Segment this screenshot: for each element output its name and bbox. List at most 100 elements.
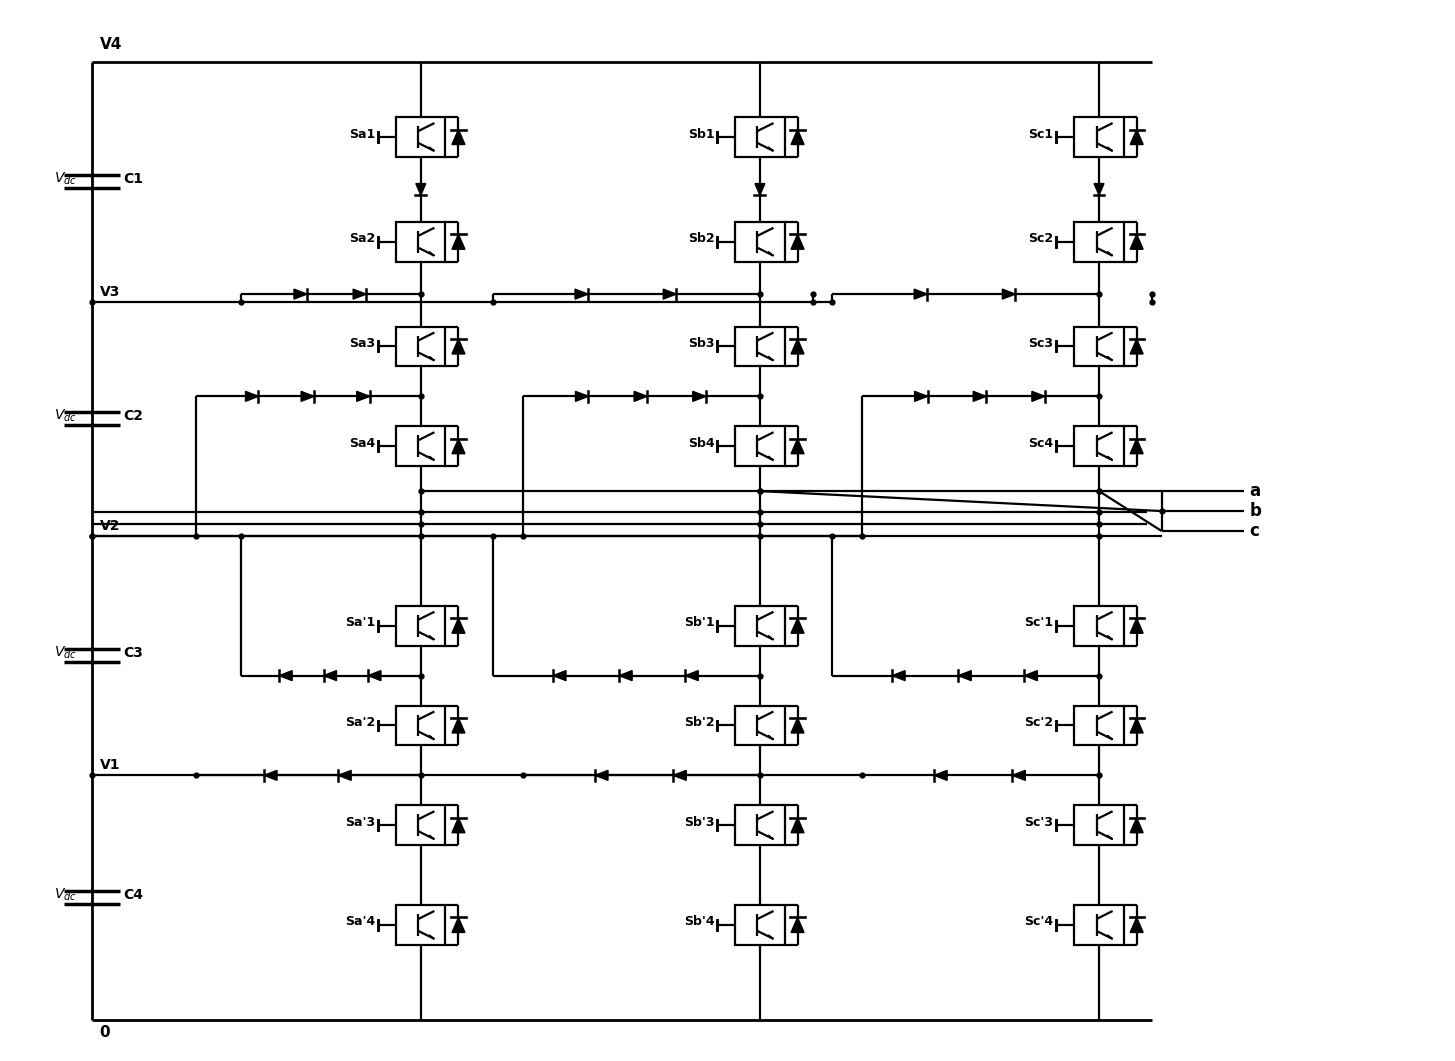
Text: C2: C2	[124, 408, 144, 422]
Text: $V_{dc}$: $V_{dc}$	[54, 644, 77, 661]
Text: b: b	[1250, 502, 1261, 520]
Text: C4: C4	[124, 888, 144, 902]
Polygon shape	[768, 356, 774, 361]
Polygon shape	[1002, 290, 1016, 299]
Polygon shape	[263, 770, 276, 780]
Polygon shape	[575, 290, 588, 299]
Text: Sc4: Sc4	[1029, 437, 1053, 450]
Polygon shape	[453, 619, 466, 633]
Polygon shape	[792, 918, 805, 933]
Polygon shape	[1107, 456, 1113, 460]
Text: Sb3: Sb3	[688, 337, 714, 350]
Polygon shape	[553, 671, 566, 680]
Text: V4: V4	[99, 37, 122, 52]
Polygon shape	[416, 184, 426, 195]
Polygon shape	[1107, 356, 1113, 361]
Polygon shape	[453, 129, 466, 144]
Polygon shape	[1013, 770, 1026, 780]
Polygon shape	[755, 184, 765, 195]
Text: Sa'3: Sa'3	[345, 816, 375, 829]
Bar	[1074, 327, 1123, 366]
Bar	[396, 805, 445, 846]
Text: Sb4: Sb4	[688, 437, 714, 450]
Polygon shape	[620, 671, 631, 680]
Polygon shape	[693, 392, 706, 401]
Polygon shape	[1131, 619, 1144, 633]
Polygon shape	[1131, 234, 1144, 249]
Polygon shape	[768, 636, 774, 640]
Text: Sa'4: Sa'4	[345, 916, 375, 928]
Polygon shape	[792, 340, 805, 354]
Bar	[1074, 606, 1123, 646]
Polygon shape	[429, 935, 435, 939]
Text: Sb2: Sb2	[688, 232, 714, 245]
Polygon shape	[634, 392, 647, 401]
Polygon shape	[1094, 184, 1104, 195]
Polygon shape	[354, 290, 367, 299]
Polygon shape	[453, 818, 466, 833]
Polygon shape	[368, 671, 381, 680]
Polygon shape	[429, 636, 435, 640]
Bar	[735, 606, 784, 646]
Polygon shape	[674, 770, 687, 780]
Text: Sa'1: Sa'1	[345, 616, 375, 629]
Bar	[735, 117, 784, 157]
Polygon shape	[453, 234, 466, 249]
Bar	[396, 427, 445, 466]
Text: Sc1: Sc1	[1029, 127, 1053, 140]
Polygon shape	[959, 671, 972, 680]
Polygon shape	[792, 619, 805, 633]
Polygon shape	[768, 835, 774, 839]
Polygon shape	[279, 671, 292, 680]
Bar	[1074, 117, 1123, 157]
Bar	[396, 117, 445, 157]
Bar	[1074, 427, 1123, 466]
Text: Sc'1: Sc'1	[1024, 616, 1053, 629]
Bar	[735, 427, 784, 466]
Bar	[396, 905, 445, 945]
Bar	[1074, 222, 1123, 262]
Polygon shape	[453, 439, 466, 454]
Polygon shape	[294, 290, 307, 299]
Polygon shape	[768, 147, 774, 151]
Text: Sb'1: Sb'1	[684, 616, 714, 629]
Text: Sa4: Sa4	[349, 437, 375, 450]
Polygon shape	[663, 290, 677, 299]
Text: V3: V3	[99, 284, 119, 298]
Polygon shape	[1131, 439, 1144, 454]
Text: Sc'2: Sc'2	[1024, 716, 1053, 729]
Polygon shape	[338, 770, 351, 780]
Polygon shape	[685, 671, 698, 680]
Text: V1: V1	[99, 759, 121, 772]
Polygon shape	[934, 770, 947, 780]
Polygon shape	[453, 340, 466, 354]
Polygon shape	[973, 392, 986, 401]
Text: Sc'3: Sc'3	[1024, 816, 1053, 829]
Polygon shape	[792, 818, 805, 833]
Polygon shape	[429, 735, 435, 740]
Polygon shape	[356, 392, 370, 401]
Bar	[735, 327, 784, 366]
Polygon shape	[595, 770, 608, 780]
Polygon shape	[1107, 251, 1113, 256]
Polygon shape	[1107, 636, 1113, 640]
Text: a: a	[1250, 482, 1260, 500]
Polygon shape	[429, 835, 435, 839]
Polygon shape	[1107, 735, 1113, 740]
Polygon shape	[323, 671, 336, 680]
Bar	[396, 222, 445, 262]
Text: Sa3: Sa3	[349, 337, 375, 350]
Polygon shape	[1131, 718, 1144, 733]
Bar	[396, 706, 445, 746]
Text: V2: V2	[99, 519, 121, 533]
Text: C1: C1	[124, 172, 144, 186]
Polygon shape	[1131, 818, 1144, 833]
Text: Sb1: Sb1	[688, 127, 714, 140]
Polygon shape	[792, 234, 805, 249]
Bar	[1074, 905, 1123, 945]
Polygon shape	[1131, 918, 1144, 933]
Text: $V_{dc}$: $V_{dc}$	[54, 171, 77, 187]
Bar	[396, 606, 445, 646]
Polygon shape	[453, 918, 466, 933]
Polygon shape	[1032, 392, 1045, 401]
